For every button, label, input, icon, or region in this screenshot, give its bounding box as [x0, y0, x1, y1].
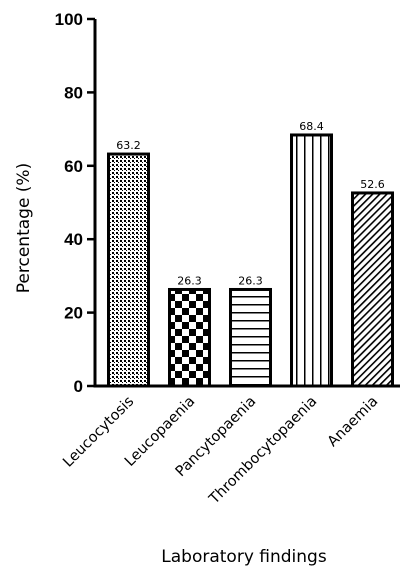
data-label: 63.2 — [116, 139, 141, 152]
data-label: 52.6 — [360, 178, 385, 191]
bars: 63.2 26.3 26.3 68.4 52.6 — [107, 120, 394, 388]
y-axis: 0 20 40 60 80 100 — [55, 10, 97, 396]
bar-thrombocytopaenia — [290, 133, 333, 388]
bar-leucopaenia — [168, 287, 211, 388]
y-tick-label: 20 — [64, 304, 83, 323]
x-tick-label: Anaemia — [325, 394, 382, 451]
y-tick-label: 0 — [74, 377, 83, 396]
x-axis-title: Laboratory findings — [161, 547, 327, 567]
y-tick-label: 100 — [55, 10, 83, 29]
bar-pancytopaenia — [229, 287, 272, 388]
y-tick-label: 60 — [64, 157, 83, 176]
y-axis-title: Percentage (%) — [14, 163, 34, 293]
x-tick-label: Thrombocytopaenia — [206, 394, 321, 509]
y-tick-label: 80 — [64, 83, 83, 102]
data-label: 68.4 — [299, 120, 324, 133]
data-label: 26.3 — [238, 274, 263, 287]
bar-leucocytosis — [107, 152, 150, 388]
data-label: 26.3 — [177, 274, 202, 287]
x-axis: LeucocytosisLeucopaeniaPancytopaeniaThro… — [60, 384, 400, 509]
bar-anaemia — [351, 191, 394, 388]
y-tick-label: 40 — [64, 230, 83, 249]
